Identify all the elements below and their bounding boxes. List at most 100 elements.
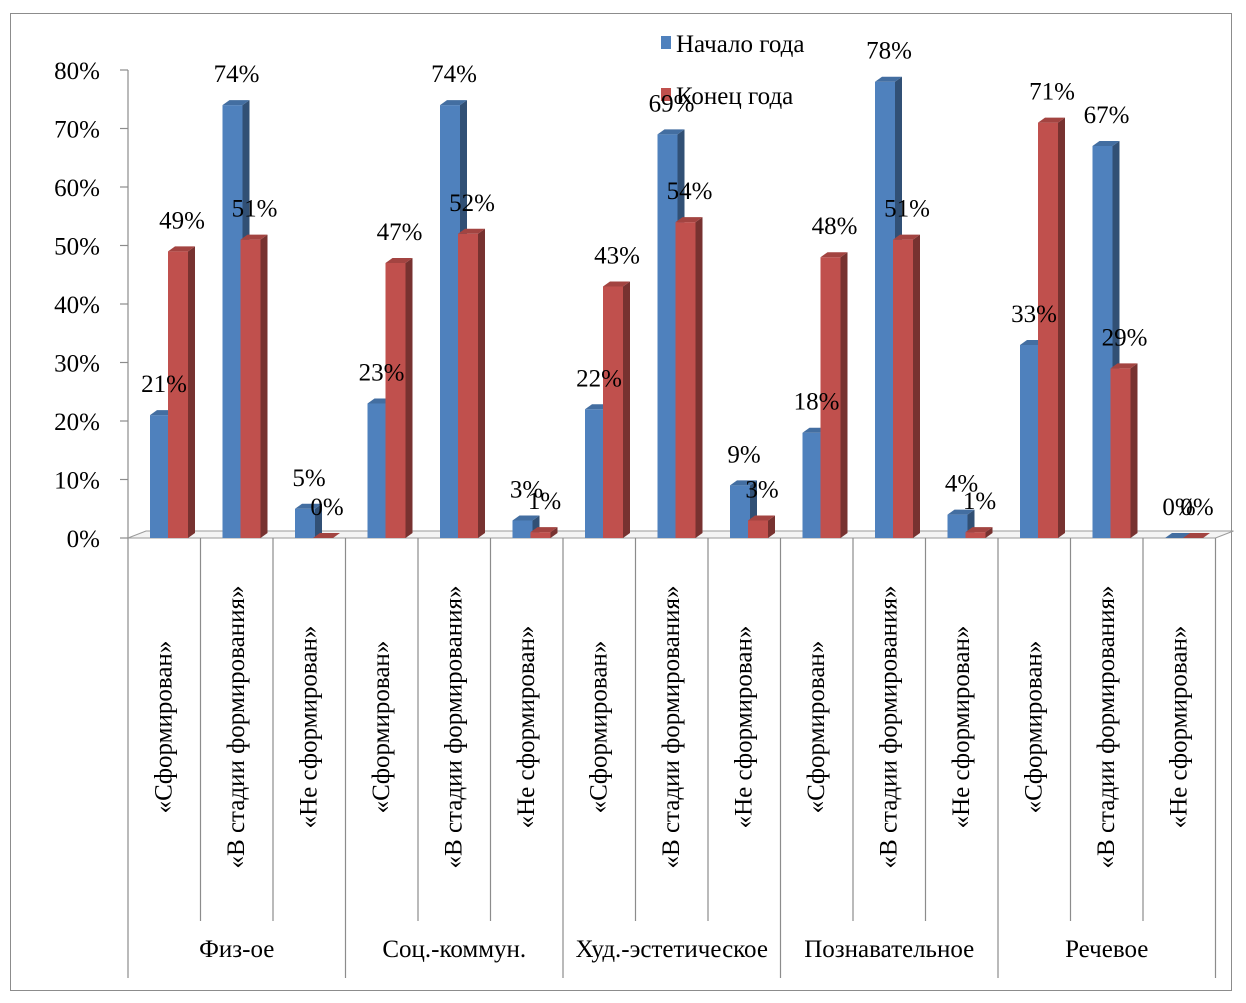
bar-front [1092, 146, 1113, 539]
data-label: 22% [576, 365, 622, 392]
bar-side [623, 281, 630, 538]
bar-top [965, 527, 993, 533]
data-label: 74% [431, 61, 477, 88]
y-tick-label: 80% [54, 58, 100, 85]
y-tick-label: 30% [54, 351, 100, 378]
bar-top [222, 100, 250, 106]
data-label: 18% [794, 389, 840, 416]
bar-side [315, 503, 322, 538]
bar-top [530, 527, 558, 533]
category-label: «В стадии формирования» [440, 586, 467, 869]
bar-front [802, 432, 823, 538]
data-label: 3% [745, 476, 778, 503]
chart-frame [10, 13, 1232, 991]
bar-side [768, 515, 775, 538]
category-label: «Не сформирован» [948, 626, 975, 829]
bar-front [657, 134, 678, 538]
bar-top [1110, 363, 1138, 369]
bar-top [440, 100, 467, 106]
y-tick-label: 0% [67, 526, 100, 553]
bar-top [675, 217, 703, 223]
data-label: 67% [1084, 102, 1130, 129]
bar-top [947, 509, 975, 515]
data-label: 47% [377, 219, 423, 246]
bar-front [675, 222, 696, 538]
bar-front [458, 233, 478, 539]
legend-label-start: Начало года [676, 31, 805, 58]
data-label: 0% [1162, 494, 1195, 521]
group-label: Речевое [1065, 936, 1148, 963]
bar-side [260, 234, 268, 538]
group-label: Физ-ое [199, 936, 274, 963]
data-label: 0% [310, 494, 343, 521]
bar-front [240, 239, 261, 538]
bar-front [168, 251, 188, 538]
bar-front [965, 532, 986, 538]
data-label: 51% [884, 196, 930, 223]
category-labels: «Сформирован» «В стадии формирования» «Не … [150, 586, 1192, 963]
bar-top [820, 252, 848, 258]
category-label: «В стадии формирования» [658, 586, 685, 869]
bar-front [512, 520, 533, 538]
bar-side [913, 234, 920, 538]
y-tick-label: 60% [54, 175, 100, 202]
data-label: 5% [292, 465, 325, 492]
data-labels: 21% 74% 5% 23% 74% 3% 22% 69% 9% 18% 78% 4% 33% 67% 0%… [141, 38, 1214, 521]
bar-top [240, 234, 268, 240]
data-label: 23% [359, 359, 405, 386]
bar-side [1130, 363, 1138, 538]
y-tick-label: 10% [54, 468, 100, 495]
category-label: «В стадии формирования» [223, 586, 250, 869]
group-label: Познавательное [804, 936, 974, 963]
bar-front [748, 520, 768, 538]
bar-top [1038, 117, 1065, 123]
group-label: Худ.-эстетическое [576, 936, 768, 963]
bar-top [730, 480, 757, 486]
category-label: «Сформирован» [803, 641, 830, 814]
bar-front [295, 508, 315, 538]
bar-top [168, 246, 195, 252]
bar-front [440, 105, 460, 538]
bar-side [405, 258, 413, 538]
bar-top [875, 76, 902, 82]
data-label: 69% [649, 90, 695, 117]
bar-front [1020, 344, 1040, 538]
category-label: «Не сформирован» [730, 626, 757, 829]
bar-front [530, 532, 551, 538]
bar-top [458, 228, 485, 234]
data-label: 1% [528, 488, 561, 515]
bar-side [695, 217, 703, 538]
bar-top [295, 503, 322, 509]
data-label: 21% [141, 371, 187, 398]
category-label: «Сформирован» [1020, 641, 1047, 814]
data-label: 3% [510, 476, 543, 503]
data-label: 52% [449, 190, 495, 217]
bar-top [512, 515, 540, 521]
data-label: 74% [214, 61, 260, 88]
bar-front [1110, 368, 1131, 538]
data-label: 4% [945, 471, 978, 498]
data-label: 54% [667, 178, 713, 205]
bar-top [657, 129, 685, 135]
bar-side [550, 527, 558, 538]
category-label: «Сформирован» [150, 641, 177, 814]
category-label: «Не сформирован» [295, 626, 322, 829]
category-label: «Сформирован» [585, 641, 612, 814]
bar-front [1038, 122, 1058, 539]
bar-front [893, 239, 913, 538]
category-label: «Не сформирован» [513, 626, 540, 829]
category-label: «В стадии формирования» [875, 586, 902, 869]
bar-top [313, 533, 340, 538]
bars [150, 76, 1210, 539]
bar-front [875, 81, 895, 538]
category-label: «Сформирован» [368, 641, 395, 814]
legend-swatch-end [661, 88, 671, 101]
bar-side [478, 228, 485, 539]
y-tick-label: 40% [54, 292, 100, 319]
data-label: 29% [1102, 324, 1148, 351]
bar-front [222, 105, 243, 538]
bar-front [820, 257, 841, 538]
bar-front [150, 415, 170, 538]
bar-front [367, 403, 388, 538]
y-tick-label: 50% [54, 234, 100, 261]
